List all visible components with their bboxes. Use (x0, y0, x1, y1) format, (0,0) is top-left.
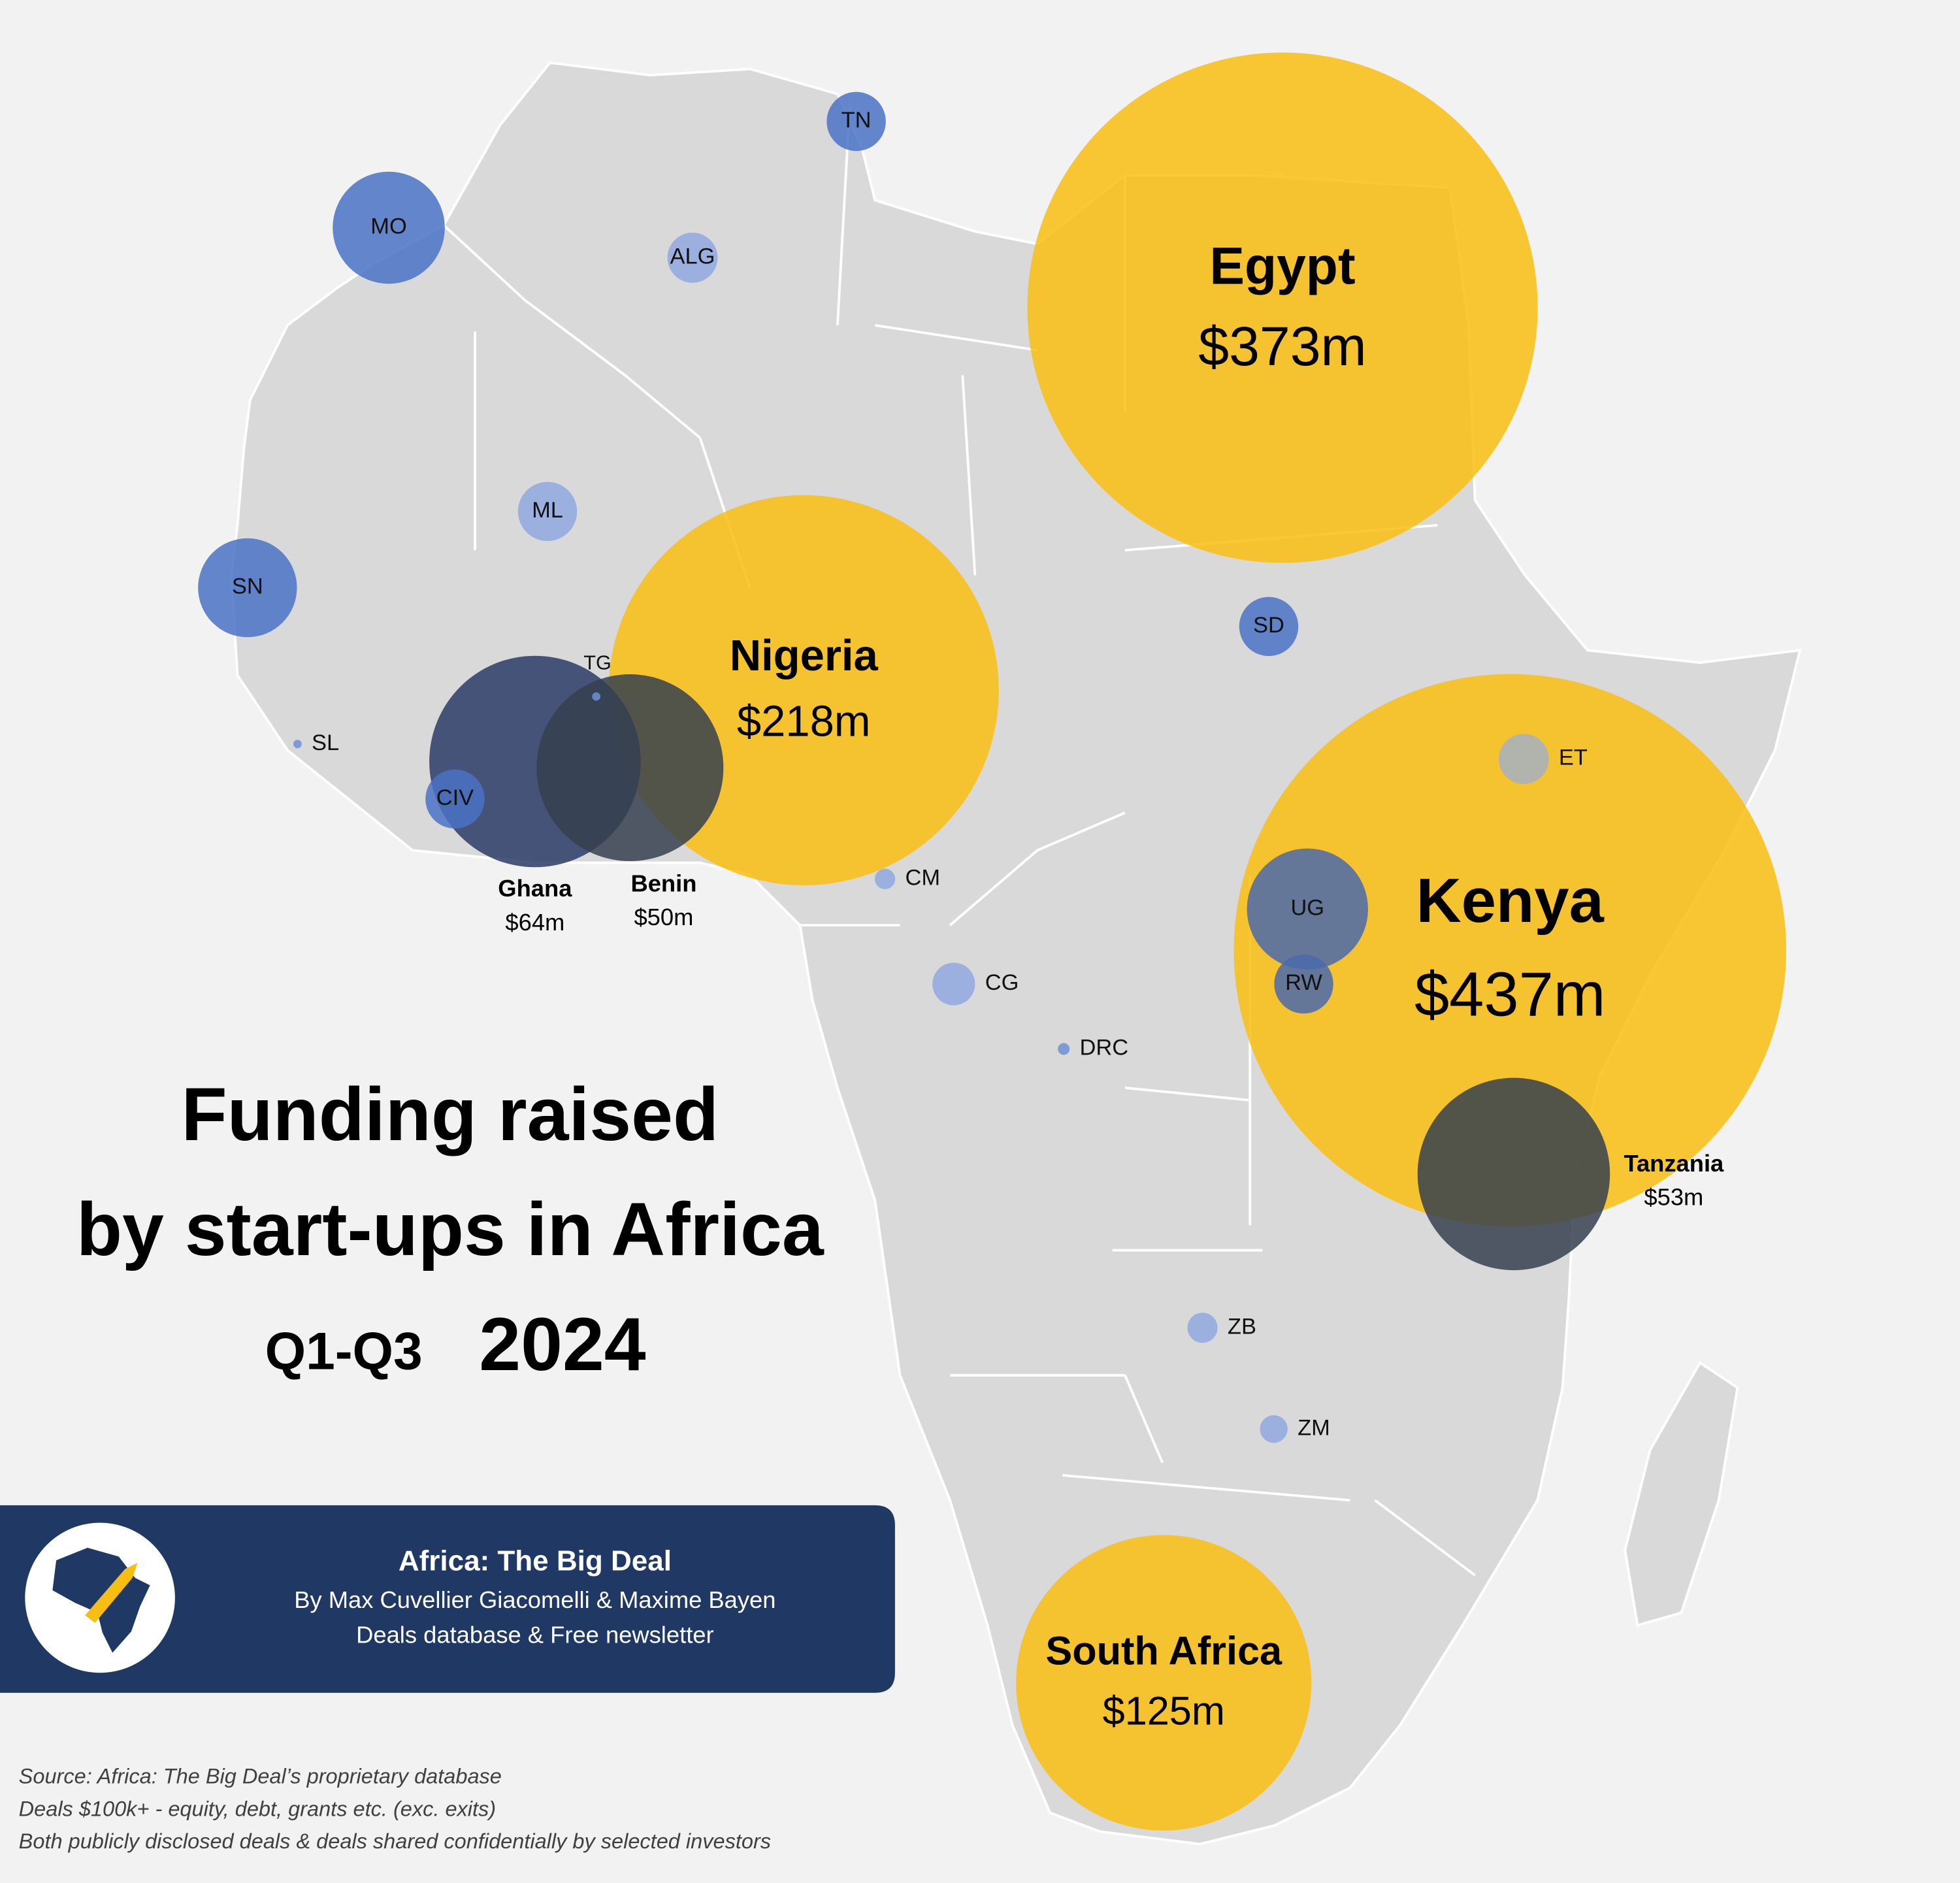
bubble (667, 233, 718, 283)
value-label: $50m (634, 904, 693, 930)
source-line: Deals $100k+ - equity, debt, grants etc.… (19, 1797, 496, 1820)
country-label: ML (532, 498, 563, 523)
bubble (293, 740, 302, 749)
country-label: Egypt (1209, 237, 1355, 295)
bubble (1260, 1415, 1288, 1443)
country-label: Nigeria (730, 631, 879, 680)
bubble (536, 674, 724, 862)
bubble (592, 692, 601, 701)
banner-title: Africa: The Big Deal (399, 1545, 672, 1577)
logo-rocket (85, 1562, 138, 1623)
country-label: DRC (1080, 1036, 1129, 1060)
bubble (517, 482, 578, 542)
madagascar (1624, 1361, 1739, 1627)
country-label: ZM (1298, 1415, 1330, 1440)
country-label: CIV (436, 785, 474, 810)
value-label: $53m (1644, 1184, 1703, 1211)
value-label: $64m (505, 909, 564, 936)
country-label: SD (1253, 613, 1284, 638)
source: Source: Africa: The Big Deal’s proprieta… (19, 1765, 771, 1853)
source-line: Source: Africa: The Big Deal’s proprieta… (19, 1765, 502, 1788)
bubble (1239, 597, 1299, 657)
bubble (1233, 674, 1786, 1227)
value-label: $125m (1103, 1688, 1225, 1733)
country-label: SL (312, 730, 339, 755)
bubble (1498, 734, 1549, 785)
source-line: Both publicly disclosed deals & deals sh… (19, 1829, 771, 1853)
banner: Africa: The Big Deal By Max Cuvellier Gi… (0, 1505, 895, 1693)
country-label: ZB (1228, 1314, 1256, 1339)
bubble (1187, 1313, 1218, 1343)
bubble (874, 868, 896, 890)
title-line: Funding raised (181, 1073, 719, 1156)
labels: Egypt $373m Kenya $437m Nigeria $218m South Af… (232, 108, 1724, 1733)
bubble (198, 538, 297, 638)
country-label: CG (985, 970, 1019, 995)
bubble (1274, 954, 1333, 1014)
value-label: $373m (1198, 316, 1366, 377)
banner-tagline: Deals database & Free newsletter (356, 1621, 713, 1648)
value-label: $437m (1414, 959, 1605, 1029)
period: Q1-Q3 (265, 1322, 423, 1381)
country-label: Kenya (1416, 866, 1605, 936)
banner-box (0, 1505, 895, 1693)
title-line: by start-ups in Africa (76, 1188, 825, 1271)
bubble (1417, 1077, 1610, 1271)
bubble (425, 769, 485, 829)
country-label: CM (906, 865, 941, 890)
country-label: Tanzania (1624, 1150, 1724, 1177)
bubble (1058, 1043, 1070, 1055)
bubble (826, 91, 886, 152)
country-label: RW (1285, 970, 1322, 995)
bubble (1027, 52, 1538, 563)
title-block: Funding raised by start-ups in Africa Q1… (76, 1073, 825, 1386)
country-label: TG (583, 651, 612, 674)
bubble (333, 171, 445, 284)
country-label: Benin (630, 870, 696, 897)
bubbles (198, 52, 1786, 1831)
country-label: South Africa (1045, 1629, 1282, 1673)
bubble (1247, 848, 1368, 970)
country-label: ET (1559, 745, 1588, 770)
country-label: TN (841, 108, 872, 133)
bubble (1016, 1535, 1312, 1831)
bubble (932, 962, 975, 1006)
year: 2024 (479, 1303, 646, 1386)
country-label: ALG (670, 244, 715, 269)
country-label: Ghana (498, 875, 572, 902)
country-label: UG (1290, 895, 1324, 920)
value-label: $218m (737, 696, 871, 745)
banner-authors: By Max Cuvellier Giacomelli & Maxime Bay… (294, 1586, 776, 1613)
country-label: SN (232, 574, 263, 599)
country-label: MO (370, 214, 406, 239)
